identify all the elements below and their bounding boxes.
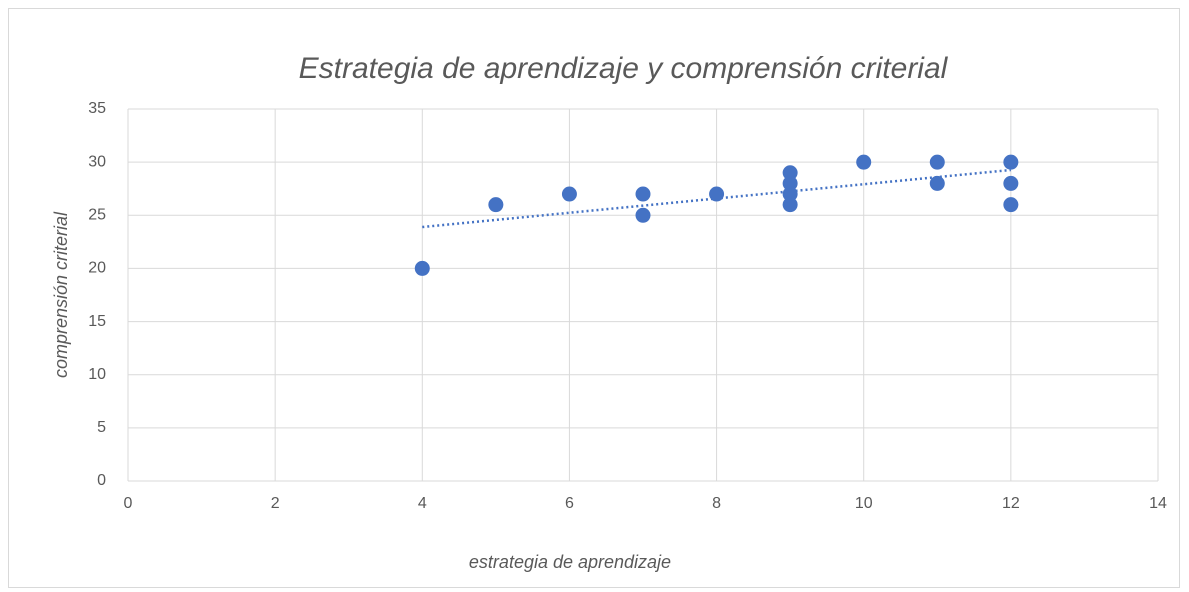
y-tick-label: 15 bbox=[88, 313, 106, 330]
y-tick-label: 10 bbox=[88, 366, 106, 383]
x-tick-label: 0 bbox=[124, 495, 133, 512]
point bbox=[1003, 197, 1019, 213]
x-tick-label: 4 bbox=[418, 495, 427, 512]
y-tick-label: 0 bbox=[97, 472, 106, 489]
x-tick-label: 10 bbox=[855, 495, 873, 512]
x-tick-label: 8 bbox=[712, 495, 721, 512]
point bbox=[782, 197, 798, 213]
point bbox=[856, 154, 872, 170]
point bbox=[929, 154, 945, 170]
point bbox=[414, 260, 430, 276]
y-tick-label: 35 bbox=[88, 100, 106, 117]
chart-border bbox=[8, 8, 1180, 588]
point bbox=[635, 207, 651, 223]
point bbox=[782, 186, 798, 202]
y-tick-label: 20 bbox=[88, 260, 106, 277]
x-tick-label: 14 bbox=[1149, 495, 1167, 512]
point bbox=[1003, 154, 1019, 170]
point bbox=[488, 197, 504, 213]
x-tick-label: 2 bbox=[271, 495, 280, 512]
point bbox=[635, 186, 651, 202]
y-tick-label: 5 bbox=[97, 419, 106, 436]
x-axis-label: estrategia de aprendizaje bbox=[469, 552, 671, 572]
point bbox=[709, 186, 725, 202]
point bbox=[1003, 175, 1019, 191]
y-tick-label: 25 bbox=[88, 207, 106, 224]
point bbox=[782, 165, 798, 181]
point bbox=[929, 175, 945, 191]
point bbox=[782, 175, 798, 191]
x-tick-label: 6 bbox=[565, 495, 574, 512]
y-axis-label: comprensión criterial bbox=[51, 211, 71, 378]
x-tick-label: 12 bbox=[1002, 495, 1020, 512]
chart-title: Estrategia de aprendizaje y comprensión … bbox=[299, 52, 949, 85]
point bbox=[561, 186, 577, 202]
y-tick-label: 30 bbox=[88, 153, 106, 170]
